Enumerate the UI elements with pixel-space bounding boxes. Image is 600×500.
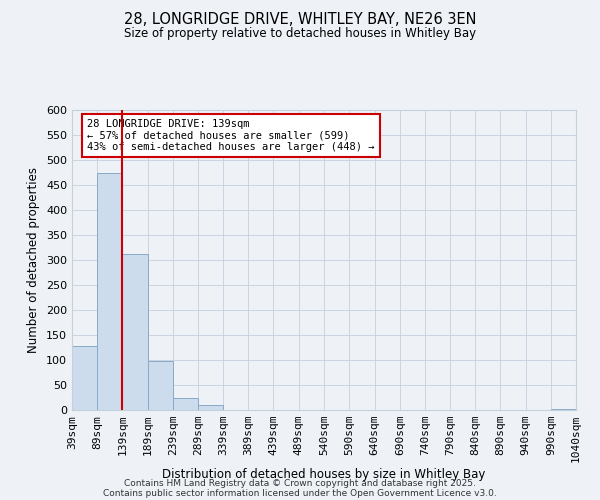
Bar	[72, 346, 97, 410]
Bar	[148, 360, 173, 410]
Bar	[198, 405, 223, 410]
Text: Contains public sector information licensed under the Open Government Licence v3: Contains public sector information licen…	[103, 488, 497, 498]
Text: 28 LONGRIDGE DRIVE: 139sqm
← 57% of detached houses are smaller (599)
43% of sem: 28 LONGRIDGE DRIVE: 139sqm ← 57% of deta…	[87, 119, 374, 152]
X-axis label: Distribution of detached houses by size in Whitley Bay: Distribution of detached houses by size …	[163, 468, 485, 480]
Bar	[122, 254, 148, 410]
Text: Size of property relative to detached houses in Whitley Bay: Size of property relative to detached ho…	[124, 28, 476, 40]
Bar	[173, 398, 198, 410]
Bar	[551, 408, 576, 410]
Bar	[97, 172, 122, 410]
Text: Contains HM Land Registry data © Crown copyright and database right 2025.: Contains HM Land Registry data © Crown c…	[124, 478, 476, 488]
Y-axis label: Number of detached properties: Number of detached properties	[28, 167, 40, 353]
Text: 28, LONGRIDGE DRIVE, WHITLEY BAY, NE26 3EN: 28, LONGRIDGE DRIVE, WHITLEY BAY, NE26 3…	[124, 12, 476, 28]
